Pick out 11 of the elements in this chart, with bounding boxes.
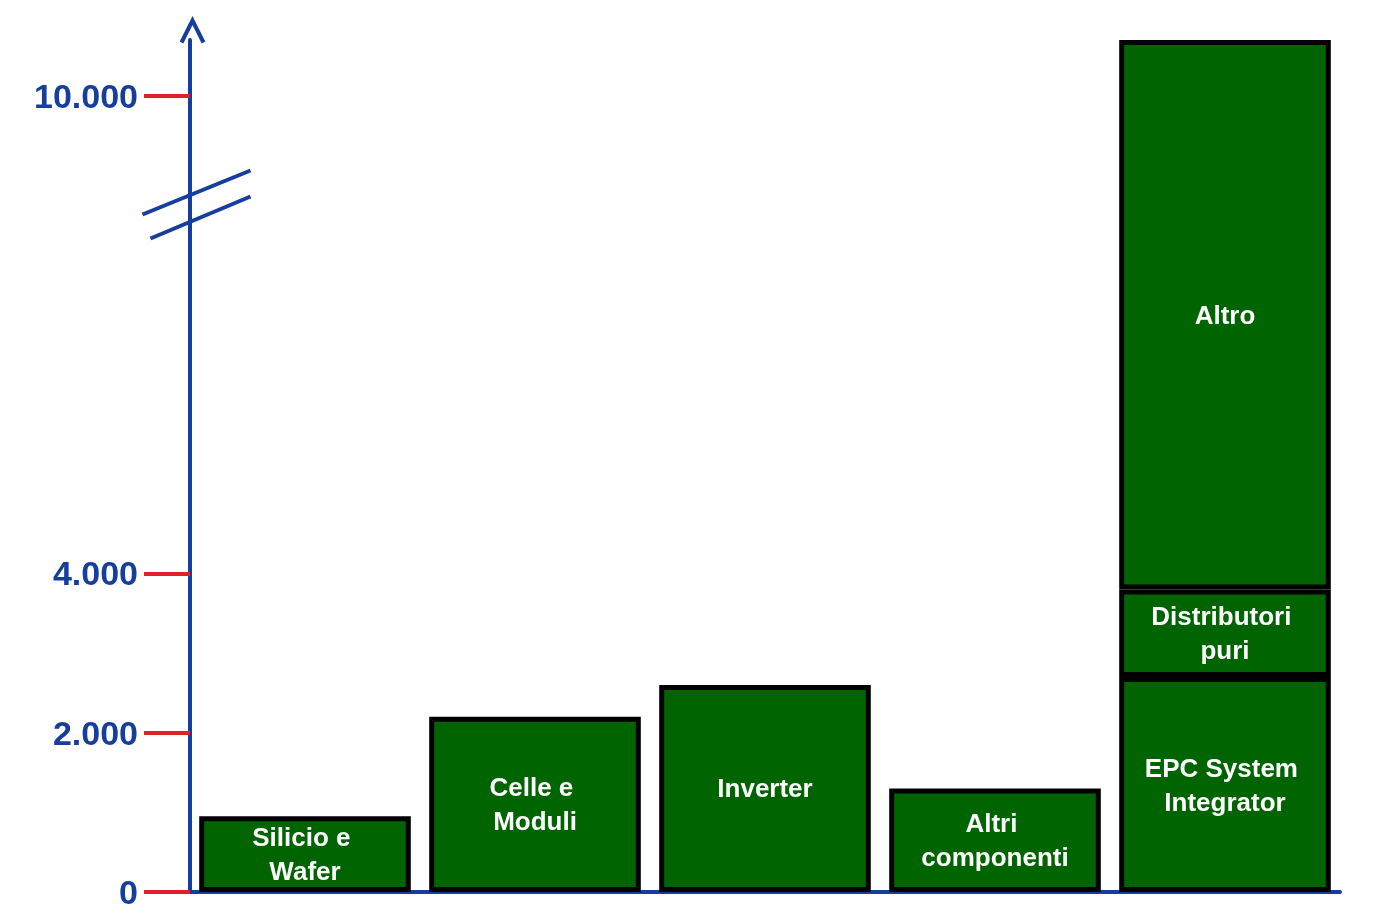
- series-label: Distributori puri: [1151, 601, 1299, 666]
- x-tick-label: Inverter: [717, 773, 813, 804]
- x-tick-label: Altri componenti: [921, 808, 1069, 873]
- x-tick-label: EPC System Integrator: [1144, 752, 1306, 817]
- series-label: Altro: [1194, 299, 1256, 330]
- y-tick-label: 10.000: [34, 76, 138, 115]
- x-tick-label: Silicio e Wafer: [252, 822, 358, 887]
- y-tick-label: 2.000: [52, 713, 138, 752]
- y-tick-label: 4.000: [52, 554, 138, 593]
- y-tick-label: 0: [119, 873, 138, 911]
- x-tick-label: Celle e Moduli: [489, 772, 581, 837]
